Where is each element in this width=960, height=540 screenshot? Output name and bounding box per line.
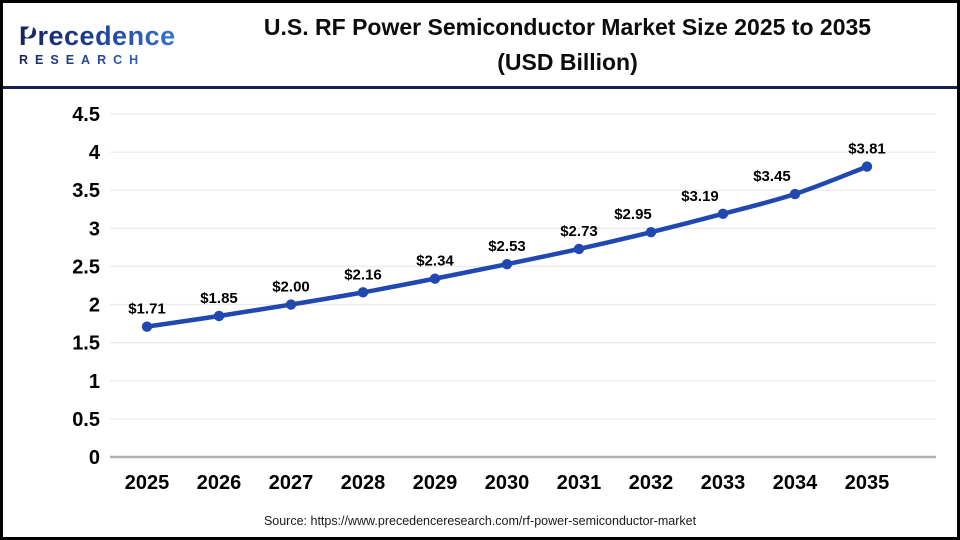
y-axis-tick-label: 2.5 bbox=[72, 256, 100, 278]
x-axis-tick-label: 2031 bbox=[557, 472, 602, 494]
logo-wordmark: Precedence bbox=[19, 22, 188, 50]
x-axis-tick-label: 2027 bbox=[269, 472, 314, 494]
chart-area: 0 0.5 1 1.5 2 2.5 3 3.5 4 4.5 2025 2026 2027 2028 2029… bbox=[3, 89, 957, 537]
x-axis-tick-label: 2030 bbox=[485, 472, 530, 494]
data-point-label: $2.16 bbox=[344, 266, 382, 283]
data-point bbox=[429, 273, 441, 284]
data-point-label: $2.73 bbox=[560, 223, 598, 240]
data-point-label: $2.34 bbox=[416, 253, 454, 270]
y-axis-tick-label: 2 bbox=[89, 295, 100, 317]
data-point-label: $3.45 bbox=[753, 168, 791, 185]
y-axis-tick-label: 3.5 bbox=[72, 180, 100, 202]
y-axis-tick-label: 3 bbox=[89, 218, 100, 240]
data-point-label: $3.19 bbox=[681, 188, 719, 205]
data-point bbox=[645, 226, 657, 238]
logo-wordmark-text: Precedence bbox=[19, 21, 176, 52]
data-point-label: $1.71 bbox=[128, 301, 166, 318]
y-axis-tick-label: 0 bbox=[89, 447, 100, 469]
source-text: Source: https://www.precedenceresearch.c… bbox=[263, 514, 697, 528]
y-axis-tick-label: 1 bbox=[89, 371, 100, 393]
line-chart: 0 0.5 1 1.5 2 2.5 3 3.5 4 4.5 2025 2026 2027 2028 2029… bbox=[72, 104, 936, 494]
x-axis-tick-label: 2035 bbox=[845, 472, 890, 494]
header: Precedence RESEARCH U.S. RF Power Semico… bbox=[3, 3, 957, 86]
y-axis-tick-label: 4.5 bbox=[72, 104, 100, 126]
data-point bbox=[285, 299, 297, 310]
header-divider bbox=[3, 86, 957, 89]
data-point bbox=[573, 243, 585, 255]
precedence-research-logo: Precedence RESEARCH bbox=[3, 22, 188, 67]
data-point-label: $2.95 bbox=[614, 206, 652, 223]
data-point-label: $2.00 bbox=[272, 279, 310, 296]
chart-title: U.S. RF Power Semiconductor Market Size … bbox=[188, 10, 957, 79]
data-point bbox=[717, 208, 729, 220]
x-axis-tick-label: 2033 bbox=[701, 472, 746, 494]
y-axis-tick-label: 1.5 bbox=[72, 333, 100, 355]
y-axis-tick-label: 4 bbox=[89, 142, 101, 164]
x-axis-tick-label: 2025 bbox=[125, 472, 170, 494]
data-point-label: $1.85 bbox=[200, 290, 238, 307]
data-point bbox=[141, 321, 153, 332]
data-point bbox=[501, 258, 513, 270]
x-axis-tick-label: 2032 bbox=[629, 472, 674, 494]
data-point bbox=[789, 188, 801, 200]
x-axis-tick-label: 2029 bbox=[413, 472, 458, 494]
x-axis-tick-label: 2034 bbox=[773, 472, 818, 494]
x-axis-tick-label: 2026 bbox=[197, 472, 242, 494]
data-point-label: $3.81 bbox=[848, 141, 886, 158]
data-point-label: $2.53 bbox=[488, 238, 526, 255]
logo-subtitle: RESEARCH bbox=[19, 53, 188, 67]
chart-title-line1: U.S. RF Power Semiconductor Market Size … bbox=[263, 14, 872, 40]
y-axis-tick-label: 0.5 bbox=[72, 409, 100, 431]
data-point bbox=[861, 161, 873, 172]
data-point bbox=[213, 310, 225, 322]
x-axis-tick-label: 2028 bbox=[341, 472, 386, 494]
data-point bbox=[357, 287, 369, 298]
chart-title-line2: (USD Billion) bbox=[497, 48, 638, 75]
